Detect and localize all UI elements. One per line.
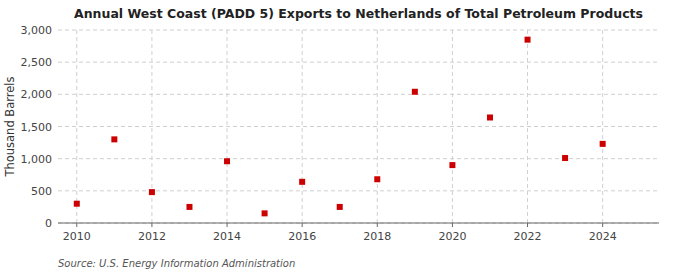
y-tick-label: 2,500 <box>21 56 53 69</box>
point <box>412 89 418 95</box>
y-tick-label: 1,500 <box>21 121 53 134</box>
source-note: Source: U.S. Energy Information Administ… <box>58 258 295 269</box>
x-grid-line <box>76 30 77 223</box>
x-tick-label: 2022 <box>514 230 542 243</box>
x-tick-label: 2010 <box>63 230 91 243</box>
y-tick-label: 500 <box>31 185 52 198</box>
y-grid-line <box>58 158 659 159</box>
chart-svg: Annual West Coast (PADD 5) Exports to Ne… <box>0 0 675 275</box>
y-axis-label: Thousand Barrels <box>3 76 17 177</box>
x-tick-label: 2020 <box>438 230 466 243</box>
point <box>262 210 268 216</box>
point <box>299 179 305 185</box>
x-tick-label: 2014 <box>213 230 241 243</box>
y-tick-label: 1,000 <box>21 153 53 166</box>
point <box>600 141 606 147</box>
x-tick-mark <box>527 223 528 227</box>
x-tick-mark <box>302 223 303 227</box>
x-tick-label: 2012 <box>138 230 166 243</box>
point <box>562 155 568 161</box>
y-tick-label: 3,000 <box>21 24 53 37</box>
x-axis-line <box>58 223 659 224</box>
point <box>149 189 155 195</box>
point <box>224 158 230 164</box>
point <box>337 204 343 210</box>
y-grid-line <box>58 62 659 63</box>
x-grid-line <box>452 30 453 223</box>
chart-title: Annual West Coast (PADD 5) Exports to Ne… <box>74 6 643 21</box>
y-grid-line <box>58 94 659 95</box>
x-tick-mark <box>377 223 378 227</box>
background <box>0 0 675 275</box>
point <box>525 37 531 43</box>
x-grid-line <box>602 30 603 223</box>
point <box>186 204 192 210</box>
x-tick-mark <box>452 223 453 227</box>
x-grid-line <box>302 30 303 223</box>
point <box>74 201 80 207</box>
y-grid-line <box>58 223 659 224</box>
y-grid-line <box>58 30 659 31</box>
grid <box>58 30 659 223</box>
x-tick-mark <box>227 223 228 227</box>
y-tick-label: 0 <box>45 217 52 230</box>
points <box>74 37 606 217</box>
x-tick-label: 2024 <box>589 230 617 243</box>
x-tick-mark <box>76 223 77 227</box>
y-grid-line <box>58 126 659 127</box>
point <box>374 176 380 182</box>
x-grid-line <box>527 30 528 223</box>
x-tick-mark <box>151 223 152 227</box>
point <box>111 136 117 142</box>
x-grid-line <box>377 30 378 223</box>
x-tick-mark <box>602 223 603 227</box>
y-tick-label: 2,000 <box>21 88 53 101</box>
point <box>449 162 455 168</box>
chart-container: Annual West Coast (PADD 5) Exports to Ne… <box>0 0 675 275</box>
y-grid-line <box>58 190 659 191</box>
point <box>487 114 493 120</box>
x-tick-label: 2018 <box>363 230 391 243</box>
x-grid-line <box>227 30 228 223</box>
x-tick-label: 2016 <box>288 230 316 243</box>
